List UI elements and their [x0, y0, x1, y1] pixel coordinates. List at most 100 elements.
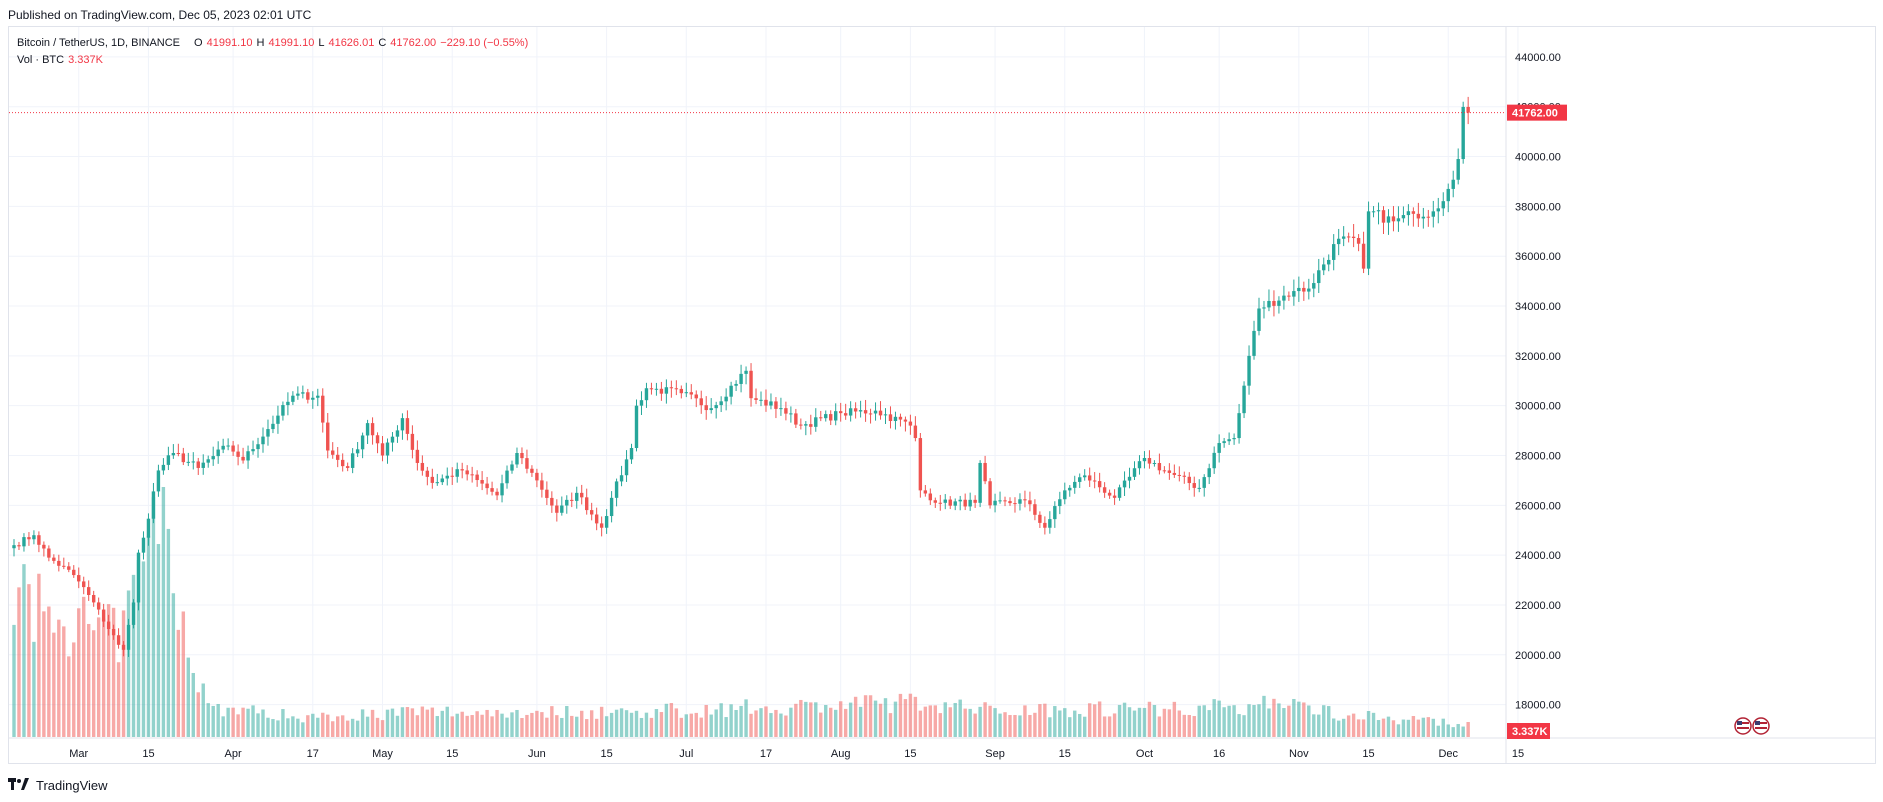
volume-bar: [963, 708, 967, 737]
volume-bar: [1162, 708, 1167, 737]
x-tick-label: 17: [760, 748, 772, 760]
candle-body: [1317, 270, 1321, 284]
x-tick-label: 15: [142, 748, 154, 760]
volume-bar: [829, 707, 833, 737]
volume-bar: [171, 593, 176, 737]
volume-bar: [181, 611, 186, 737]
volume-bar: [1361, 719, 1366, 737]
candle-body: [425, 470, 430, 477]
candle-body: [116, 635, 121, 645]
candle-body: [306, 392, 310, 400]
candle-body: [47, 548, 51, 558]
event-flags[interactable]: [1734, 717, 1770, 735]
volume-bar: [231, 707, 235, 737]
candle-body: [789, 413, 793, 415]
candle-body: [455, 469, 459, 477]
volume-bar: [1257, 704, 1261, 737]
volume-bar: [500, 713, 504, 737]
candle-body: [32, 535, 36, 540]
volume-bar: [953, 702, 957, 737]
candle-body: [928, 493, 933, 501]
candle-body: [923, 490, 928, 494]
volume-bar: [1058, 710, 1062, 737]
volume-bar: [201, 683, 205, 737]
candle-body: [390, 436, 395, 443]
volume-bar: [1322, 705, 1326, 737]
volume-bar: [933, 705, 937, 737]
chart-frame[interactable]: [8, 26, 1876, 764]
volume-bar: [888, 713, 893, 737]
volume-bar: [674, 708, 679, 737]
volume-bar: [455, 713, 459, 737]
candle-body: [331, 450, 335, 455]
candle-body: [27, 537, 31, 540]
y-tick-label: 28000.00: [1515, 450, 1561, 462]
volume-bar: [928, 705, 933, 737]
volume-bar: [32, 641, 36, 737]
tradingview-logo-icon: [8, 778, 29, 790]
volume-bar: [1137, 707, 1142, 737]
volume-bar: [380, 720, 385, 737]
candle-body: [191, 461, 195, 463]
volume-bar: [131, 574, 136, 737]
us-flag-icon[interactable]: [1734, 717, 1752, 735]
volume-bar: [580, 710, 584, 737]
volume-bar: [67, 656, 71, 737]
candle-body: [1102, 487, 1107, 493]
candle-body: [470, 474, 474, 476]
candle-body: [345, 466, 350, 468]
us-flag-icon[interactable]: [1752, 717, 1770, 735]
candle-body: [614, 481, 619, 498]
volume-bar: [550, 706, 554, 737]
low-label: L: [318, 37, 325, 49]
candle-body: [719, 401, 723, 406]
candle-body: [1087, 475, 1092, 481]
candle-body: [834, 411, 838, 421]
candle-body: [838, 411, 843, 414]
candle-body: [540, 480, 544, 490]
volume-bar: [186, 657, 190, 737]
volume-bar: [226, 707, 230, 737]
symbol-label[interactable]: Bitcoin / TetherUS, 1D, BINANCE: [17, 37, 181, 49]
volume-label[interactable]: Vol · BTC: [17, 54, 65, 66]
price-tag: 41762.00: [1507, 104, 1567, 121]
volume-bar: [176, 629, 181, 737]
volume-bar: [893, 701, 898, 737]
volume-bar: [1038, 704, 1042, 737]
volume-bar: [744, 699, 748, 737]
volume-bar: [878, 703, 883, 737]
volume-bar: [1336, 720, 1341, 737]
x-tick-label: 15: [904, 748, 916, 760]
time-axis[interactable]: Mar 15 Apr 17 May 15 Jun 15 Jul 17 Aug 15 Sep 15 Oct 16…: [69, 748, 1524, 760]
volume-bar: [759, 708, 763, 737]
volume-bar: [1366, 711, 1371, 737]
volume-bar: [1411, 716, 1416, 737]
volume-bar: [1092, 704, 1097, 737]
candle-body: [1351, 236, 1356, 239]
candle-body: [550, 497, 554, 506]
candle-body: [1122, 480, 1127, 488]
volume-bar: [1097, 701, 1102, 737]
candle-body: [1456, 159, 1460, 180]
open-value: 41991.10: [206, 37, 253, 49]
candle-body: [96, 602, 101, 610]
volume-bar: [1426, 717, 1431, 737]
candle-body: [1167, 470, 1172, 473]
candle-body: [1356, 238, 1361, 244]
candle-body: [799, 424, 803, 426]
volume-bar: [27, 584, 31, 737]
candle-body: [176, 453, 181, 454]
footer-brand[interactable]: TradingView: [8, 776, 108, 794]
volume-bar: [804, 701, 808, 737]
price-axis[interactable]: 18000.00 20000.00 22000.00 24000.00 26000.00…: [1515, 52, 1561, 712]
open-label: O: [194, 37, 203, 49]
volume-bar: [654, 709, 659, 737]
volume-bar: [1202, 705, 1206, 737]
candle-body: [858, 410, 863, 412]
volume-bar: [251, 705, 255, 737]
candle-body: [1431, 211, 1435, 217]
volume-bar: [764, 706, 768, 737]
candle-body: [684, 392, 688, 394]
candle-body: [1217, 443, 1221, 453]
